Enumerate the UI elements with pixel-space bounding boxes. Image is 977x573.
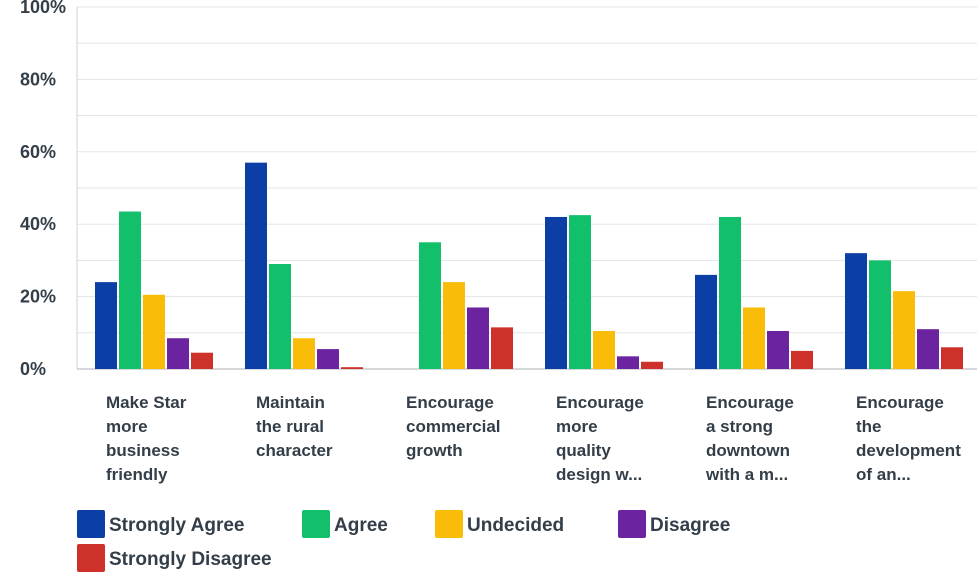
- bar-strongly-agree: [545, 216, 567, 369]
- bar-agree: [269, 264, 291, 369]
- y-axis: 0% 20% 40% 60% 80% 100%: [20, 0, 977, 379]
- category-label: Make Star: [106, 393, 187, 412]
- category-label: Encourage: [856, 393, 944, 412]
- category-label: development: [856, 441, 961, 460]
- bars: [95, 162, 963, 369]
- bar-strongly-disagree: [341, 367, 363, 369]
- category-label: Encourage: [556, 393, 644, 412]
- bar-disagree: [767, 330, 789, 369]
- bar-agree: [719, 216, 741, 369]
- legend-item-disagree: Disagree: [618, 510, 730, 538]
- legend-item-strongly-agree: Strongly Agree: [77, 510, 245, 538]
- category-label: Encourage: [706, 393, 794, 412]
- category-label: design w...: [556, 465, 642, 484]
- bar-undecided: [893, 291, 915, 369]
- category-label: the rural: [256, 417, 324, 436]
- bar-strongly-disagree: [641, 361, 663, 369]
- category-labels: Make Star more business friendly Maintain the…: [106, 393, 961, 484]
- y-tick-label: 60%: [20, 142, 56, 162]
- bar-strongly-disagree: [191, 352, 213, 369]
- category-label: the: [856, 417, 882, 436]
- bar-disagree: [317, 349, 339, 369]
- category-label: more: [556, 417, 598, 436]
- bar-undecided: [293, 338, 315, 369]
- bar-disagree: [167, 338, 189, 369]
- legend-swatch: [302, 510, 330, 538]
- category-label: downtown: [706, 441, 790, 460]
- bar-undecided: [143, 294, 165, 369]
- legend-label: Undecided: [467, 515, 564, 536]
- legend: Strongly Agree Agree Undecided Disagree Stro…: [77, 510, 730, 572]
- legend-swatch: [435, 510, 463, 538]
- category-label: of an...: [856, 465, 911, 484]
- category-label: friendly: [106, 465, 168, 484]
- category-label: with a m...: [705, 465, 788, 484]
- y-tick-label: 40%: [20, 214, 56, 234]
- bar-strongly-agree: [95, 282, 117, 369]
- y-tick-label: 100%: [20, 0, 66, 17]
- legend-item-agree: Agree: [302, 510, 388, 538]
- legend-item-undecided: Undecided: [435, 510, 564, 538]
- legend-label: Strongly Disagree: [109, 549, 272, 570]
- bar-undecided: [443, 282, 465, 369]
- legend-label: Agree: [334, 515, 388, 536]
- y-tick-label: 0%: [20, 359, 46, 379]
- bar-undecided: [743, 307, 765, 369]
- category-label: commercial: [406, 417, 501, 436]
- category-label: more: [106, 417, 148, 436]
- y-tick-label: 80%: [20, 69, 56, 89]
- bar-disagree: [617, 356, 639, 369]
- bar-disagree: [467, 307, 489, 369]
- category-label: quality: [556, 441, 611, 460]
- bar-strongly-disagree: [941, 347, 963, 369]
- category-label: business: [106, 441, 180, 460]
- bar-strongly-agree: [245, 162, 267, 369]
- y-tick-label: 20%: [20, 287, 56, 307]
- bar-disagree: [917, 329, 939, 369]
- gridlines: [77, 6, 977, 334]
- bar-strongly-agree: [845, 253, 867, 369]
- bar-agree: [119, 211, 141, 369]
- legend-swatch: [77, 510, 105, 538]
- bar-strongly-disagree: [791, 350, 813, 369]
- legend-swatch: [77, 544, 105, 572]
- category-label: growth: [406, 441, 463, 460]
- legend-label: Strongly Agree: [109, 515, 245, 536]
- legend-label: Disagree: [650, 515, 730, 536]
- legend-item-strongly-disagree: Strongly Disagree: [77, 544, 272, 572]
- category-label: a strong: [706, 417, 773, 436]
- legend-swatch: [618, 510, 646, 538]
- category-label: character: [256, 441, 333, 460]
- bar-undecided: [593, 330, 615, 369]
- category-label: Maintain: [256, 393, 325, 412]
- bar-strongly-agree: [695, 274, 717, 369]
- bar-strongly-disagree: [491, 327, 513, 369]
- bar-agree: [569, 215, 591, 369]
- bar-agree: [869, 260, 891, 369]
- bar-agree: [419, 242, 441, 369]
- category-label: Encourage: [406, 393, 494, 412]
